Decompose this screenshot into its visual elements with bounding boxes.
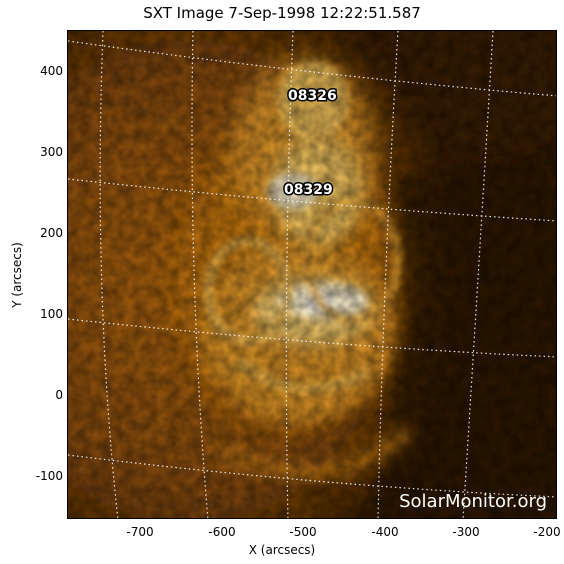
solar-image-frame: 08326 08329 SolarMonitor.org [67,30,557,519]
y-tick-label: 200 [40,226,63,240]
region-labels: 08326 08329 [283,87,339,200]
y-tick-label: 0 [55,388,63,402]
x-tick-label: -200 [533,525,561,539]
x-tick-label: -700 [126,525,154,539]
region-label-08326: 08326 [288,88,337,104]
x-tick-label: -300 [452,525,480,539]
watermark: SolarMonitor.org [399,491,547,512]
y-tick-label: 100 [40,307,63,321]
y-tick-label: -100 [35,469,63,483]
x-tick-label: -600 [208,525,236,539]
x-tick-label: -500 [289,525,317,539]
region-label-08329: 08329 [284,182,333,198]
heliographic-grid [68,31,556,518]
y-tick-label: 300 [40,145,63,159]
page-title: SXT Image 7-Sep-1998 12:22:51.587 [143,4,421,22]
y-tick-label: 400 [40,64,63,78]
solar-xray-image: 08326 08329 SolarMonitor.org [68,31,556,518]
x-tick-label: -400 [371,525,399,539]
x-axis-label: X (arcsecs) [248,543,316,557]
y-axis-label: Y (arcsecs) [10,242,24,308]
